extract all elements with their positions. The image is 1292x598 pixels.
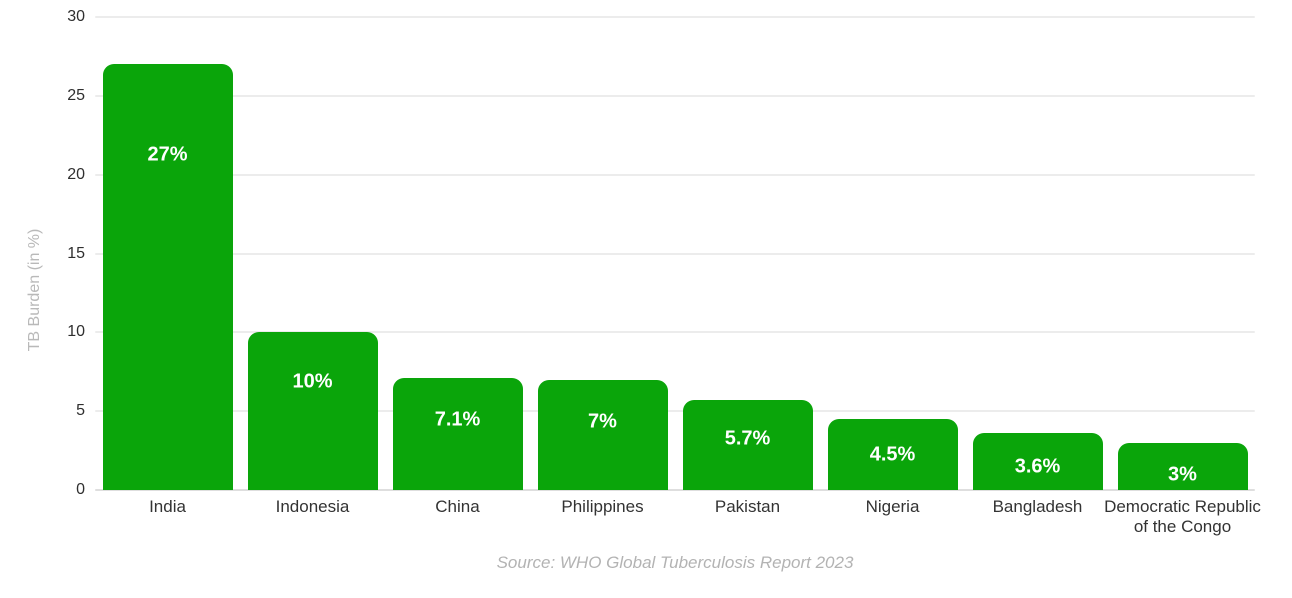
x-axis-category-label: Bangladesh	[992, 497, 1083, 516]
bar-democratic-republic-of-the-congo: 3%	[1117, 442, 1248, 490]
y-tick-label: 5	[76, 402, 85, 420]
bar-nigeria: 4.5%	[827, 419, 958, 490]
bar-india: 27%	[102, 64, 233, 490]
gridline	[95, 331, 1255, 334]
x-axis-category-label: Pakistan	[714, 497, 781, 516]
x-axis-category-label: Philippines	[561, 497, 644, 516]
bar-bangladesh: 3.6%	[972, 433, 1103, 490]
bar-value-label: 3.6%	[1014, 455, 1061, 478]
bar-value-label: 10%	[292, 370, 333, 393]
y-tick-label: 0	[76, 481, 85, 498]
gridline	[95, 410, 1255, 413]
x-axis-category-label: Democratic Republic of the Congo	[1104, 497, 1261, 536]
x-axis-category-label: China	[435, 497, 480, 516]
bar-indonesia: 10%	[247, 332, 378, 490]
bar-value-label: 3%	[1168, 463, 1197, 486]
bar-philippines: 7%	[537, 379, 668, 490]
x-axis-category-label: Nigeria	[865, 497, 920, 516]
gridline	[95, 94, 1255, 97]
y-tick-label: 10	[67, 323, 85, 341]
y-tick-label: 15	[67, 244, 85, 262]
gridline	[95, 173, 1255, 176]
bar-pakistan: 5.7%	[682, 400, 813, 490]
x-axis-category-label: India	[149, 497, 186, 516]
x-axis-baseline	[95, 489, 1255, 491]
bar-value-label: 27%	[147, 143, 188, 166]
y-tick-label: 30	[67, 8, 85, 25]
y-axis-title: TB Burden (in %)	[26, 228, 43, 352]
bar-value-label: 7.1%	[434, 408, 481, 431]
bar-value-label: 7%	[588, 410, 617, 433]
bar-value-label: 4.5%	[869, 443, 916, 466]
x-axis-category-label: Indonesia	[275, 497, 350, 516]
y-tick-label: 20	[67, 165, 85, 183]
plot-area: 27% 10% 7.1% 7% 5.7% 4.5% 3.6% 3%	[95, 16, 1255, 491]
bar-value-label: 5.7%	[724, 427, 771, 450]
gridline	[95, 16, 1255, 18]
bar-china: 7.1%	[392, 378, 523, 490]
source-caption: Source: WHO Global Tuberculosis Report 2…	[496, 553, 854, 572]
y-tick-label: 25	[67, 86, 85, 104]
gridline	[95, 252, 1255, 255]
